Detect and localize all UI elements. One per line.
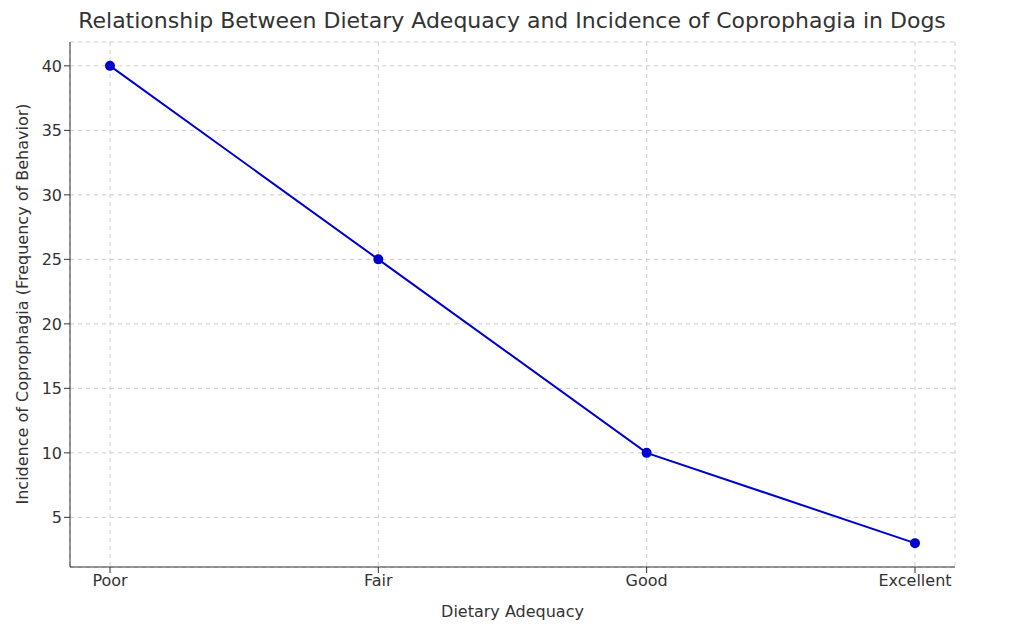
svg-text:Dietary Adequacy: Dietary Adequacy <box>441 602 584 621</box>
svg-text:30: 30 <box>42 186 62 205</box>
svg-text:20: 20 <box>42 315 62 334</box>
html-text:Incidence of Coprophagia (Freq: Incidence of Coprophagia (Frequency of B… <box>12 103 32 505</box>
svg-text:10: 10 <box>42 444 62 463</box>
svg-text:40: 40 <box>42 57 62 76</box>
svg-text:35: 35 <box>42 121 62 140</box>
svg-text:5: 5 <box>52 508 62 527</box>
svg-text:Fair: Fair <box>364 571 393 590</box>
svg-text:25: 25 <box>42 250 62 269</box>
svg-text:15: 15 <box>42 379 62 398</box>
html-text:Relationship Between Dietary A: Relationship Between Dietary Adequacy an… <box>78 8 946 33</box>
svg-text:Good: Good <box>626 571 668 590</box>
svg-text:Poor: Poor <box>92 571 128 590</box>
svg-text:Excellent: Excellent <box>878 571 951 590</box>
